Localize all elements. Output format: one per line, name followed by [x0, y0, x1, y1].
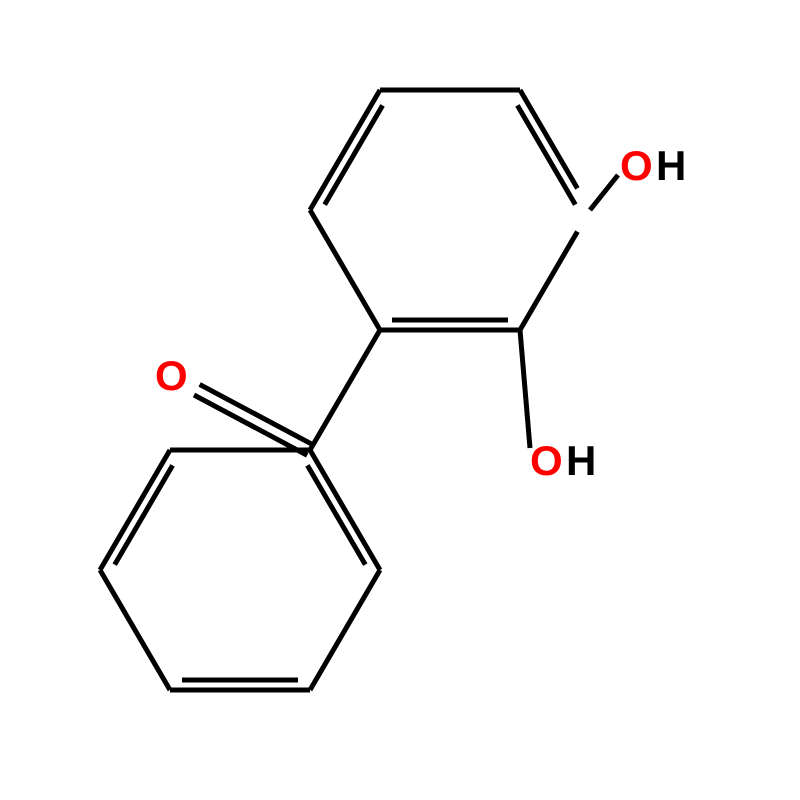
oxygen-bottom-label: O: [530, 437, 563, 484]
hydrogen-top-label: H: [656, 142, 686, 189]
oxygen-top-label: O: [620, 142, 653, 189]
molecule-diagram: OOHOH: [0, 0, 800, 800]
hydrogen-bottom-label: H: [566, 437, 596, 484]
oxygen-double-label: O: [155, 352, 188, 399]
